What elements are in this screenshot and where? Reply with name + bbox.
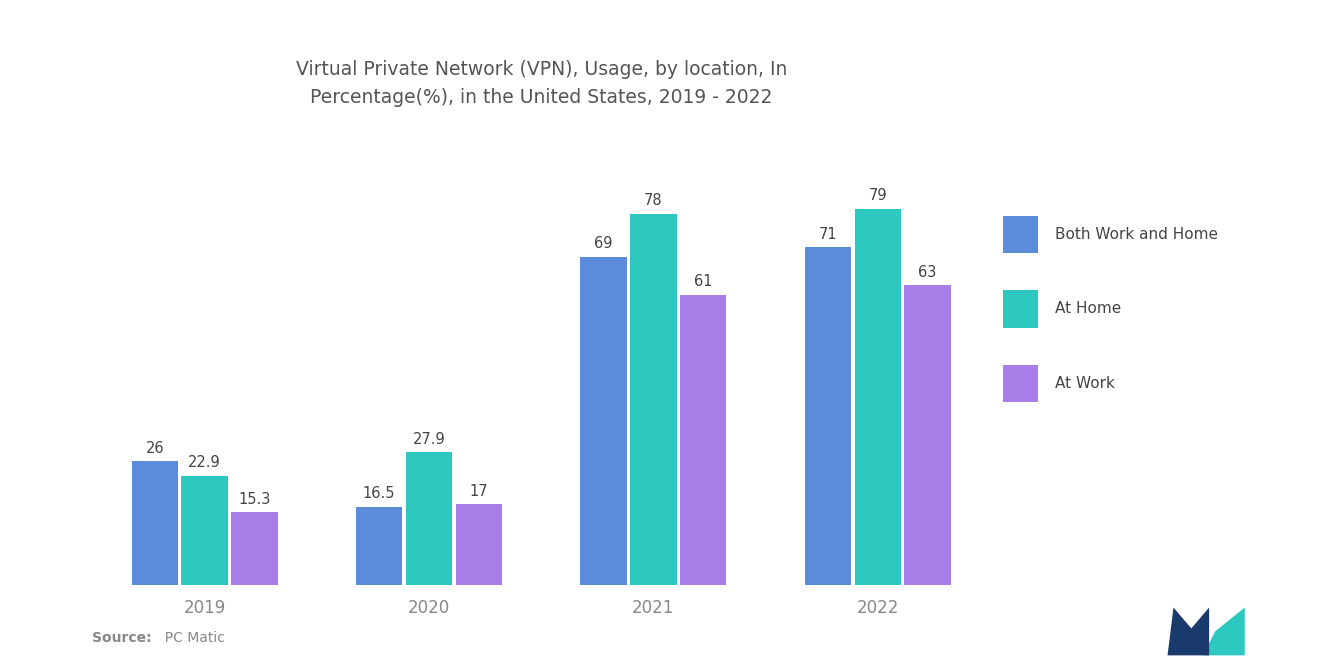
Text: At Work: At Work	[1056, 376, 1115, 391]
Text: Both Work and Home: Both Work and Home	[1056, 227, 1218, 242]
Text: 61: 61	[694, 274, 713, 289]
Text: 26: 26	[145, 441, 164, 456]
Text: 16.5: 16.5	[363, 486, 396, 501]
Bar	[680, 295, 726, 585]
Polygon shape	[1203, 608, 1245, 656]
Text: At Home: At Home	[1056, 301, 1122, 317]
FancyBboxPatch shape	[1003, 215, 1038, 253]
Text: 15.3: 15.3	[239, 491, 271, 507]
Text: 71: 71	[818, 227, 837, 241]
Bar	[805, 247, 851, 585]
Bar	[181, 476, 228, 585]
Polygon shape	[1167, 608, 1209, 656]
Text: 78: 78	[644, 194, 663, 208]
Text: PC Matic: PC Matic	[156, 630, 224, 645]
Bar	[231, 512, 277, 585]
Text: Virtual Private Network (VPN), Usage, by location, In
Percentage(%), in the Unit: Virtual Private Network (VPN), Usage, by…	[296, 60, 787, 107]
Text: 22.9: 22.9	[189, 456, 220, 470]
Bar	[904, 285, 950, 585]
Bar	[405, 452, 453, 585]
Bar	[854, 209, 902, 585]
Text: 69: 69	[594, 236, 612, 251]
Bar	[132, 462, 178, 585]
Bar	[581, 257, 627, 585]
Text: 27.9: 27.9	[413, 432, 445, 447]
Bar	[630, 214, 677, 585]
Bar	[356, 507, 403, 585]
Text: Source:: Source:	[92, 630, 152, 645]
Text: 79: 79	[869, 188, 887, 203]
Text: 17: 17	[470, 483, 488, 499]
FancyBboxPatch shape	[1003, 290, 1038, 328]
Bar	[455, 504, 502, 585]
FancyBboxPatch shape	[1003, 364, 1038, 402]
Text: 63: 63	[919, 265, 937, 279]
